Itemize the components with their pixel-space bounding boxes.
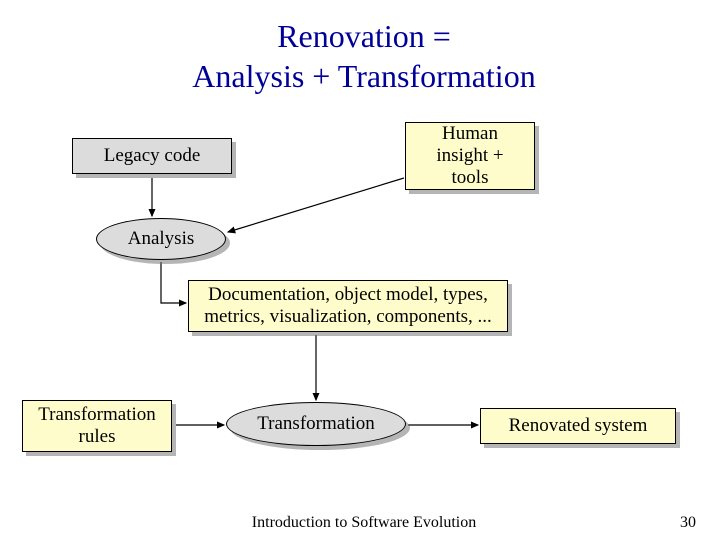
node-human: Human insight + tools <box>405 122 535 190</box>
edge-human-to-analysis <box>228 178 404 232</box>
node-rules: Transformation rules <box>22 400 172 452</box>
edge-analysis-to-docs <box>161 262 186 303</box>
node-renovated: Renovated system <box>480 408 676 444</box>
page-number: 30 <box>680 514 696 532</box>
title-line-1: Renovation = <box>277 18 451 54</box>
node-legacy: Legacy code <box>72 138 232 174</box>
node-docs: Documentation, object model, types, metr… <box>188 280 508 332</box>
node-transformation: Transformation <box>226 402 406 446</box>
node-analysis: Analysis <box>96 218 226 260</box>
title-line-2: Analysis + Transformation <box>192 58 535 94</box>
slide-footer: Introduction to Software Evolution <box>0 514 728 532</box>
slide-title: Renovation = Analysis + Transformation <box>0 0 728 96</box>
